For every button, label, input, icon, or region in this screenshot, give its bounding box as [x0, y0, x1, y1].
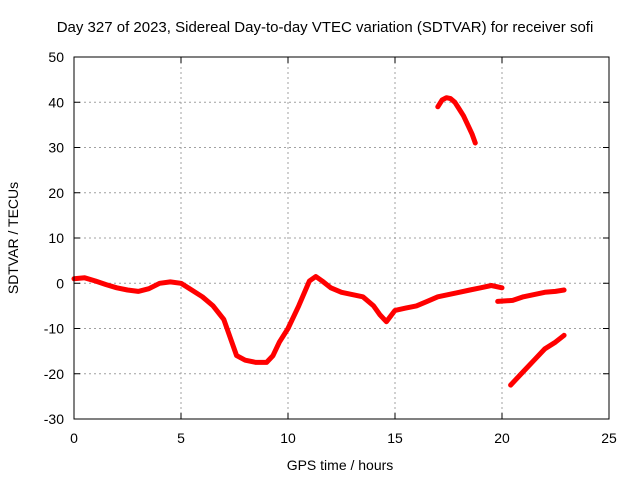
y-tick-label: -20: [44, 366, 64, 382]
y-tick-label: 20: [48, 185, 64, 201]
y-tick-label: -30: [44, 411, 64, 427]
sofi-main-line: [71, 274, 505, 365]
y-tick-label: 30: [48, 140, 64, 156]
y-tick-label: 0: [56, 275, 64, 291]
chart-title: Day 327 of 2023, Sidereal Day-to-day VTE…: [57, 19, 594, 36]
x-tick-label: 20: [494, 430, 510, 446]
axis-ticks: 0 5 10 15 20 25 -30 -20 -10 0 10 20 30 40 50: [44, 49, 617, 446]
x-tick-label: 15: [387, 430, 403, 446]
y-tick-label: 10: [48, 230, 64, 246]
x-tick-label: 5: [177, 430, 185, 446]
x-tick-label: 0: [70, 430, 78, 446]
y-tick-label: 40: [48, 94, 64, 110]
data-series: [71, 95, 567, 388]
sofi-segment-4-line: [435, 95, 478, 146]
x-tick-label: 25: [601, 430, 617, 446]
y-tick-label: -10: [44, 321, 64, 337]
x-tick-label: 10: [280, 430, 296, 446]
y-axis-title: SDTVAR / TECUs: [5, 182, 21, 294]
sofi-segment-2-line: [495, 287, 567, 304]
y-tick-label: 50: [48, 49, 64, 65]
x-axis-title: GPS time / hours: [287, 457, 394, 473]
sofi-segment-3-line: [508, 332, 567, 388]
